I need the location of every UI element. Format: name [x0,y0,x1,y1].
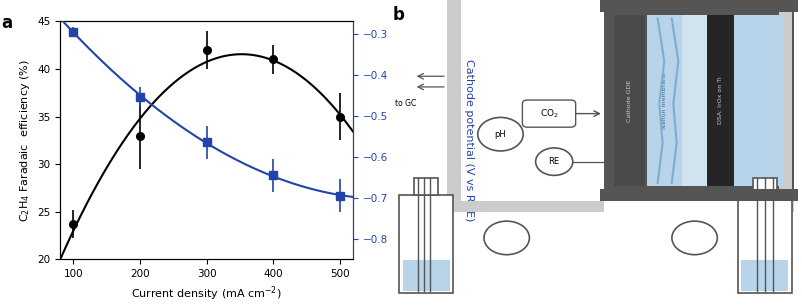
FancyBboxPatch shape [522,100,576,127]
Bar [780,0,792,212]
Bar [734,15,784,186]
Bar [707,15,734,186]
Text: a: a [2,14,13,32]
Bar [792,201,794,212]
Bar [738,195,792,293]
Text: RE: RE [549,157,560,166]
Bar [403,260,450,291]
Bar [399,195,453,293]
Circle shape [536,148,573,175]
Bar [760,178,769,212]
X-axis label: Current density (mA cm$^{-2}$): Current density (mA cm$^{-2}$) [132,285,282,303]
Bar [604,12,794,189]
Circle shape [478,117,523,151]
Text: b: b [393,6,405,24]
Circle shape [484,221,529,255]
Bar [600,189,798,201]
Text: to GC: to GC [395,99,416,108]
Bar [414,178,438,195]
Bar [647,15,683,186]
Text: Nafion membrane: Nafion membrane [662,72,667,129]
Bar [753,178,777,195]
Bar [447,201,604,212]
Bar [600,0,798,12]
Bar [447,0,461,189]
Bar [422,178,430,212]
Y-axis label: Cathode potential (V vs RHE): Cathode potential (V vs RHE) [464,59,474,221]
Y-axis label: C$_2$H$_4$ Faradaic  efficiency (%): C$_2$H$_4$ Faradaic efficiency (%) [18,59,31,222]
Text: Cathode GDE: Cathode GDE [627,80,632,122]
Bar [683,15,707,186]
Circle shape [672,221,717,255]
Text: DSA: IrOx on Ti: DSA: IrOx on Ti [718,77,723,124]
Text: CO$_2$: CO$_2$ [540,107,558,120]
Bar [447,189,461,212]
Bar [741,260,788,291]
Text: pH: pH [495,130,506,139]
Bar [614,15,645,186]
